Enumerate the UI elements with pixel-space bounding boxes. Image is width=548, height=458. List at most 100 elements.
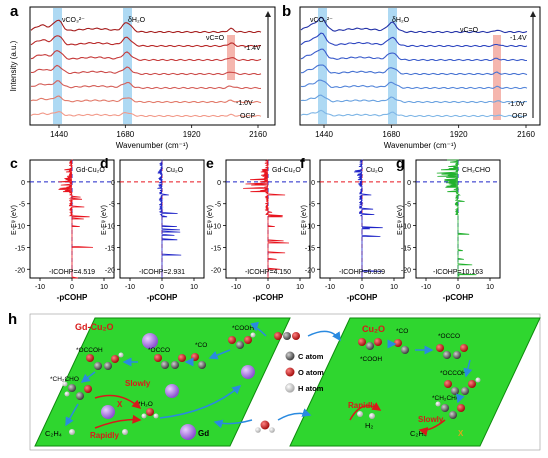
y-tick-label: -15 [401, 245, 411, 252]
scheme-left-rapidly: Rapidly [90, 431, 119, 440]
o-atom [457, 404, 465, 412]
flow-arrow [80, 371, 96, 383]
ocp-label-b: OCP [512, 113, 528, 120]
o-atom [358, 338, 366, 346]
y-tick-label: -10 [15, 224, 25, 231]
scheme-left-gd: Gd [198, 429, 209, 438]
frame-h [29, 313, 541, 451]
panel-letter-f: f [300, 155, 305, 171]
band-label-b-co3: νCO₃²⁻ [310, 17, 333, 24]
gd-atom [180, 424, 196, 440]
gd-atom [101, 405, 115, 419]
spectrum-line [300, 32, 528, 48]
c-atom [449, 411, 457, 419]
cohp-panels: c E-Eᵠ (eV) 0 -5 -10 -15 -20 -10 0 10 -pCOHP Gd-Cu₂… [10, 155, 501, 302]
o-atom [84, 385, 92, 393]
o-atom [191, 353, 199, 361]
scheme-left-co: *CO [195, 342, 207, 349]
panel-letter-g: g [396, 155, 405, 171]
x-tick-label: 0 [70, 284, 74, 291]
c-atom [171, 361, 179, 369]
y-tick-label: -20 [105, 267, 115, 274]
cohp-curve [243, 159, 290, 278]
x-tick-label: 10 [390, 284, 398, 291]
c-atom [283, 332, 291, 340]
x-tick-label: 0 [456, 284, 460, 291]
panel-letter-b: b [282, 3, 291, 20]
panel-letter-e: e [206, 155, 214, 171]
spectrum-line [300, 109, 528, 118]
panel-letter-c: c [10, 155, 18, 171]
potential-bottom-a: -1.0V [236, 100, 253, 107]
c-atom [441, 404, 449, 412]
band-label-b-co: νC=O [460, 27, 479, 34]
spectrum-line [300, 48, 528, 62]
scheme-right-rapidly: Rapidly [348, 401, 377, 410]
h-atom [118, 352, 124, 358]
frame-b [299, 6, 541, 126]
gd-atom [142, 333, 158, 349]
cohp-panel-f: f E-Eᵠ (eV) 0 -5 -10 -15 -20 -10 0 10 -pCOHP Cu₂O -I… [300, 155, 405, 302]
cohp-ylabel: E-Eᵠ (eV) [397, 205, 404, 235]
icohp-value: -ICOHP=10.163 [433, 269, 483, 276]
h-atom [122, 429, 128, 435]
y-tick-label: -10 [211, 224, 221, 231]
cohp-xlabel: -pCOHP [57, 293, 88, 302]
y-tick-label: -10 [401, 224, 411, 231]
band-a-h2o [123, 8, 132, 124]
y-tick-label: -5 [109, 202, 115, 209]
band-b-co3 [318, 8, 327, 124]
y-tick-label: 0 [407, 180, 411, 187]
spectrum-line [30, 35, 262, 48]
o-atom [436, 344, 444, 352]
o-atom [394, 339, 402, 347]
y-tick-label: 0 [111, 180, 115, 187]
scheme-right-h2: H₂ [365, 421, 373, 430]
scheme-right-c2h4: C₂H₄ [410, 429, 427, 438]
c-atom [461, 387, 469, 395]
y-tick-label: -5 [309, 202, 315, 209]
h-atom [62, 381, 68, 387]
frame-a [29, 6, 276, 126]
y-tick-label: -10 [305, 224, 315, 231]
y-tick-label: 0 [217, 180, 221, 187]
legend-h-label: H atom [298, 384, 324, 393]
o-atom [178, 354, 186, 362]
cohp-material-label: Gd-Cu₂O [272, 167, 301, 174]
y-tick-label: -20 [15, 267, 25, 274]
scheme-left-x: X [117, 400, 123, 409]
scheme-left-h2o: *H₂O [138, 401, 153, 408]
x-tick-label: -10 [35, 284, 45, 291]
y-tick-label: -15 [105, 245, 115, 252]
o-atom [374, 338, 382, 346]
flow-arrow [307, 330, 341, 342]
c-atom [76, 392, 84, 400]
spectra-a [30, 19, 262, 118]
legend-h-atom [285, 383, 295, 393]
flow-arrow [250, 321, 267, 337]
o-atom [274, 332, 282, 340]
y-tick-label: -15 [305, 245, 315, 252]
ocp-label-a: OCP [240, 113, 256, 120]
slow-arrow [418, 419, 446, 436]
band-label-b-h2o: δH₂O [392, 17, 410, 24]
cohp-material-label: Cu₂O [166, 167, 184, 174]
panel-letter-h: h [8, 311, 17, 328]
cohp-ylabel: E-Eᵠ (eV) [207, 205, 214, 235]
c-atom [161, 361, 169, 369]
surface-cu2o [289, 317, 541, 447]
legend-c-label: C atom [298, 352, 324, 361]
c-atom [104, 362, 112, 370]
y-tick-label: -15 [15, 245, 25, 252]
scheme-left-occo: *OCCO [148, 347, 170, 354]
scheme-left-c2h4: C₂H₄ [45, 429, 62, 438]
h-atom [475, 377, 481, 383]
x-tick-label: 10 [296, 284, 304, 291]
band-label-a-h2o: δH₂O [128, 17, 146, 24]
x-tick-label: 10 [486, 284, 494, 291]
o-atom [468, 380, 476, 388]
cohp-curve [353, 159, 383, 278]
flow-arrow [159, 385, 242, 419]
o-atom [154, 354, 162, 362]
